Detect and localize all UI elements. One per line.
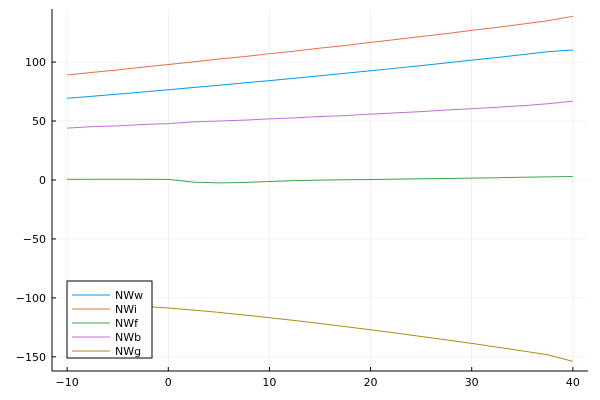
x-tick-label: 20 — [364, 376, 378, 389]
series-line-nww — [67, 49, 573, 99]
series-line-nwi — [67, 15, 573, 76]
x-axis-ticks: −10 0 10 20 30 40 — [56, 367, 580, 389]
y-tick-label: −50 — [23, 233, 46, 246]
x-tick-label: −10 — [56, 376, 79, 389]
y-tick-label: 0 — [39, 174, 46, 187]
legend-box — [66, 280, 153, 359]
x-tick-label: 10 — [262, 376, 276, 389]
x-tick-label: 30 — [465, 376, 479, 389]
legend-label-nwb: NWb — [115, 331, 141, 344]
y-tick-label: 50 — [32, 115, 46, 128]
axes — [51, 9, 588, 372]
series-line-nwb — [67, 100, 573, 129]
y-tick-label: −150 — [16, 351, 46, 364]
y-axis-ticks: −150 −100 −50 0 50 100 — [16, 56, 56, 364]
series-line-nwf — [67, 175, 573, 184]
legend-label-nww: NWw — [115, 289, 143, 302]
legend-label-nwg: NWg — [115, 345, 141, 358]
x-tick-label: 0 — [165, 376, 172, 389]
y-tick-label: 100 — [25, 56, 46, 69]
legend-label-nwi: NWi — [115, 303, 137, 316]
y-tick-label: −100 — [16, 292, 46, 305]
legend-label-nwf: NWf — [115, 317, 139, 330]
x-tick-label: 40 — [566, 376, 580, 389]
